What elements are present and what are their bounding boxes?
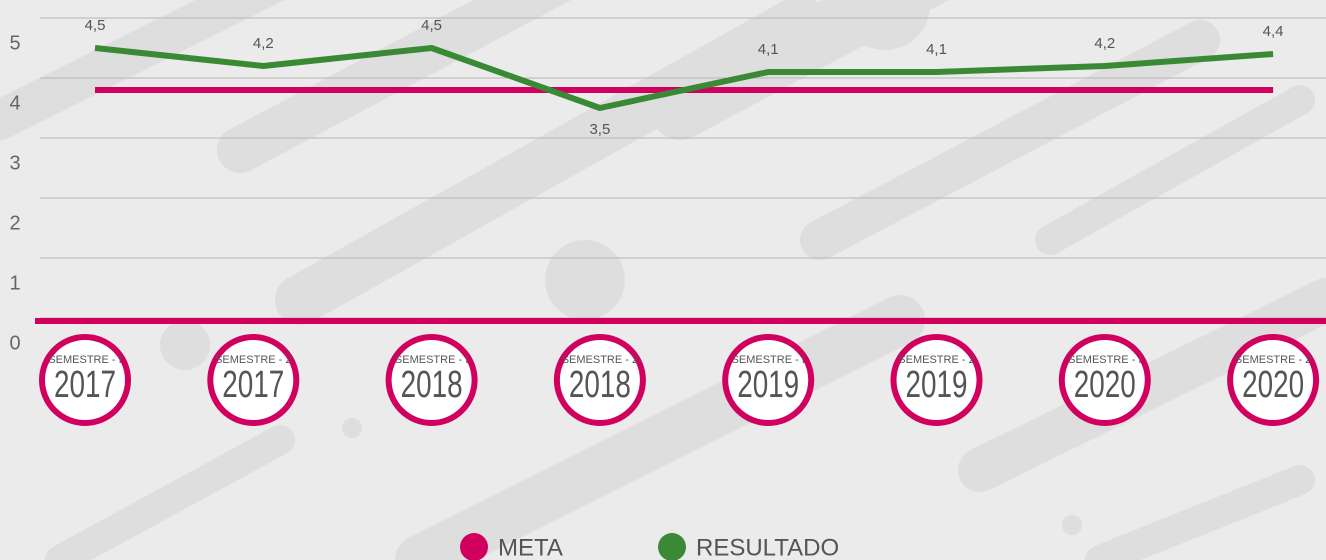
data-label: 4,1 (926, 41, 947, 58)
category-year: 2019 (906, 364, 968, 406)
chart: 0 1 2 3 4 5 4,5 4,2 4,5 3,5 4,1 4,1 4,2 4,4 SEMESTRE -… (0, 0, 1326, 560)
category-year: 2017 (222, 364, 284, 406)
y-tick-label: 3 (9, 152, 20, 174)
data-label: 4,2 (1094, 35, 1115, 52)
category-year: 2020 (1242, 364, 1304, 406)
data-label: 4,1 (758, 41, 779, 58)
category-year: 2018 (401, 364, 463, 406)
legend-marker (460, 533, 488, 560)
y-tick-label: 0 (9, 332, 20, 354)
data-label: 4,4 (1263, 23, 1284, 40)
legend-marker (658, 533, 686, 560)
category-year: 2020 (1074, 364, 1136, 406)
data-label: 4,5 (85, 17, 106, 34)
background-decoration (0, 0, 1326, 560)
category-year: 2017 (54, 364, 116, 406)
data-label: 3,5 (589, 121, 610, 138)
data-label: 4,2 (253, 35, 274, 52)
y-tick-label: 1 (9, 272, 20, 294)
legend-label: RESULTADO (696, 534, 839, 560)
legend-label: META (498, 534, 563, 560)
data-label: 4,5 (421, 17, 442, 34)
y-tick-label: 2 (9, 212, 20, 234)
y-tick-label: 4 (9, 92, 20, 114)
category-year: 2018 (569, 364, 631, 406)
category-year: 2019 (737, 364, 799, 406)
y-tick-label: 5 (9, 32, 20, 54)
